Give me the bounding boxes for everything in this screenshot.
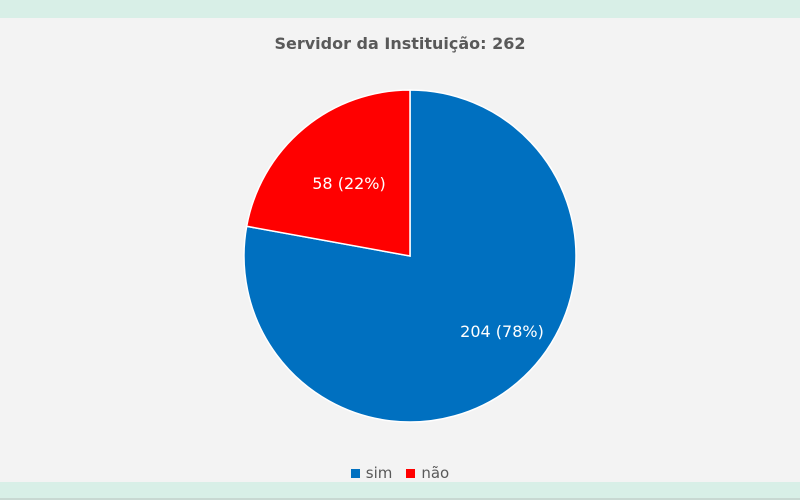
bottom-band: [0, 482, 800, 500]
data-label-sim: 204 (78%): [460, 322, 544, 341]
chart-title: Servidor da Instituição: 262: [274, 34, 526, 53]
pie-slice-sim[interactable]: [243, 89, 577, 423]
pie-slice-nao[interactable]: [245, 89, 411, 257]
legend-swatch-nao: [406, 468, 416, 478]
top-band: [0, 0, 800, 18]
legend-swatch-sim: [350, 468, 360, 478]
data-label-nao: 58 (22%): [312, 174, 386, 193]
chart-area: Servidor da Instituição: 262 204 (78%) 5…: [0, 18, 800, 482]
legend-label-sim: sim: [365, 464, 393, 482]
legend-item-nao[interactable]: não: [406, 464, 449, 482]
legend-label-nao: não: [421, 464, 450, 482]
legend: sim não: [0, 464, 800, 482]
pie-chart: 204 (78%) 58 (22%): [243, 89, 577, 423]
legend-item-sim[interactable]: sim: [350, 464, 393, 482]
